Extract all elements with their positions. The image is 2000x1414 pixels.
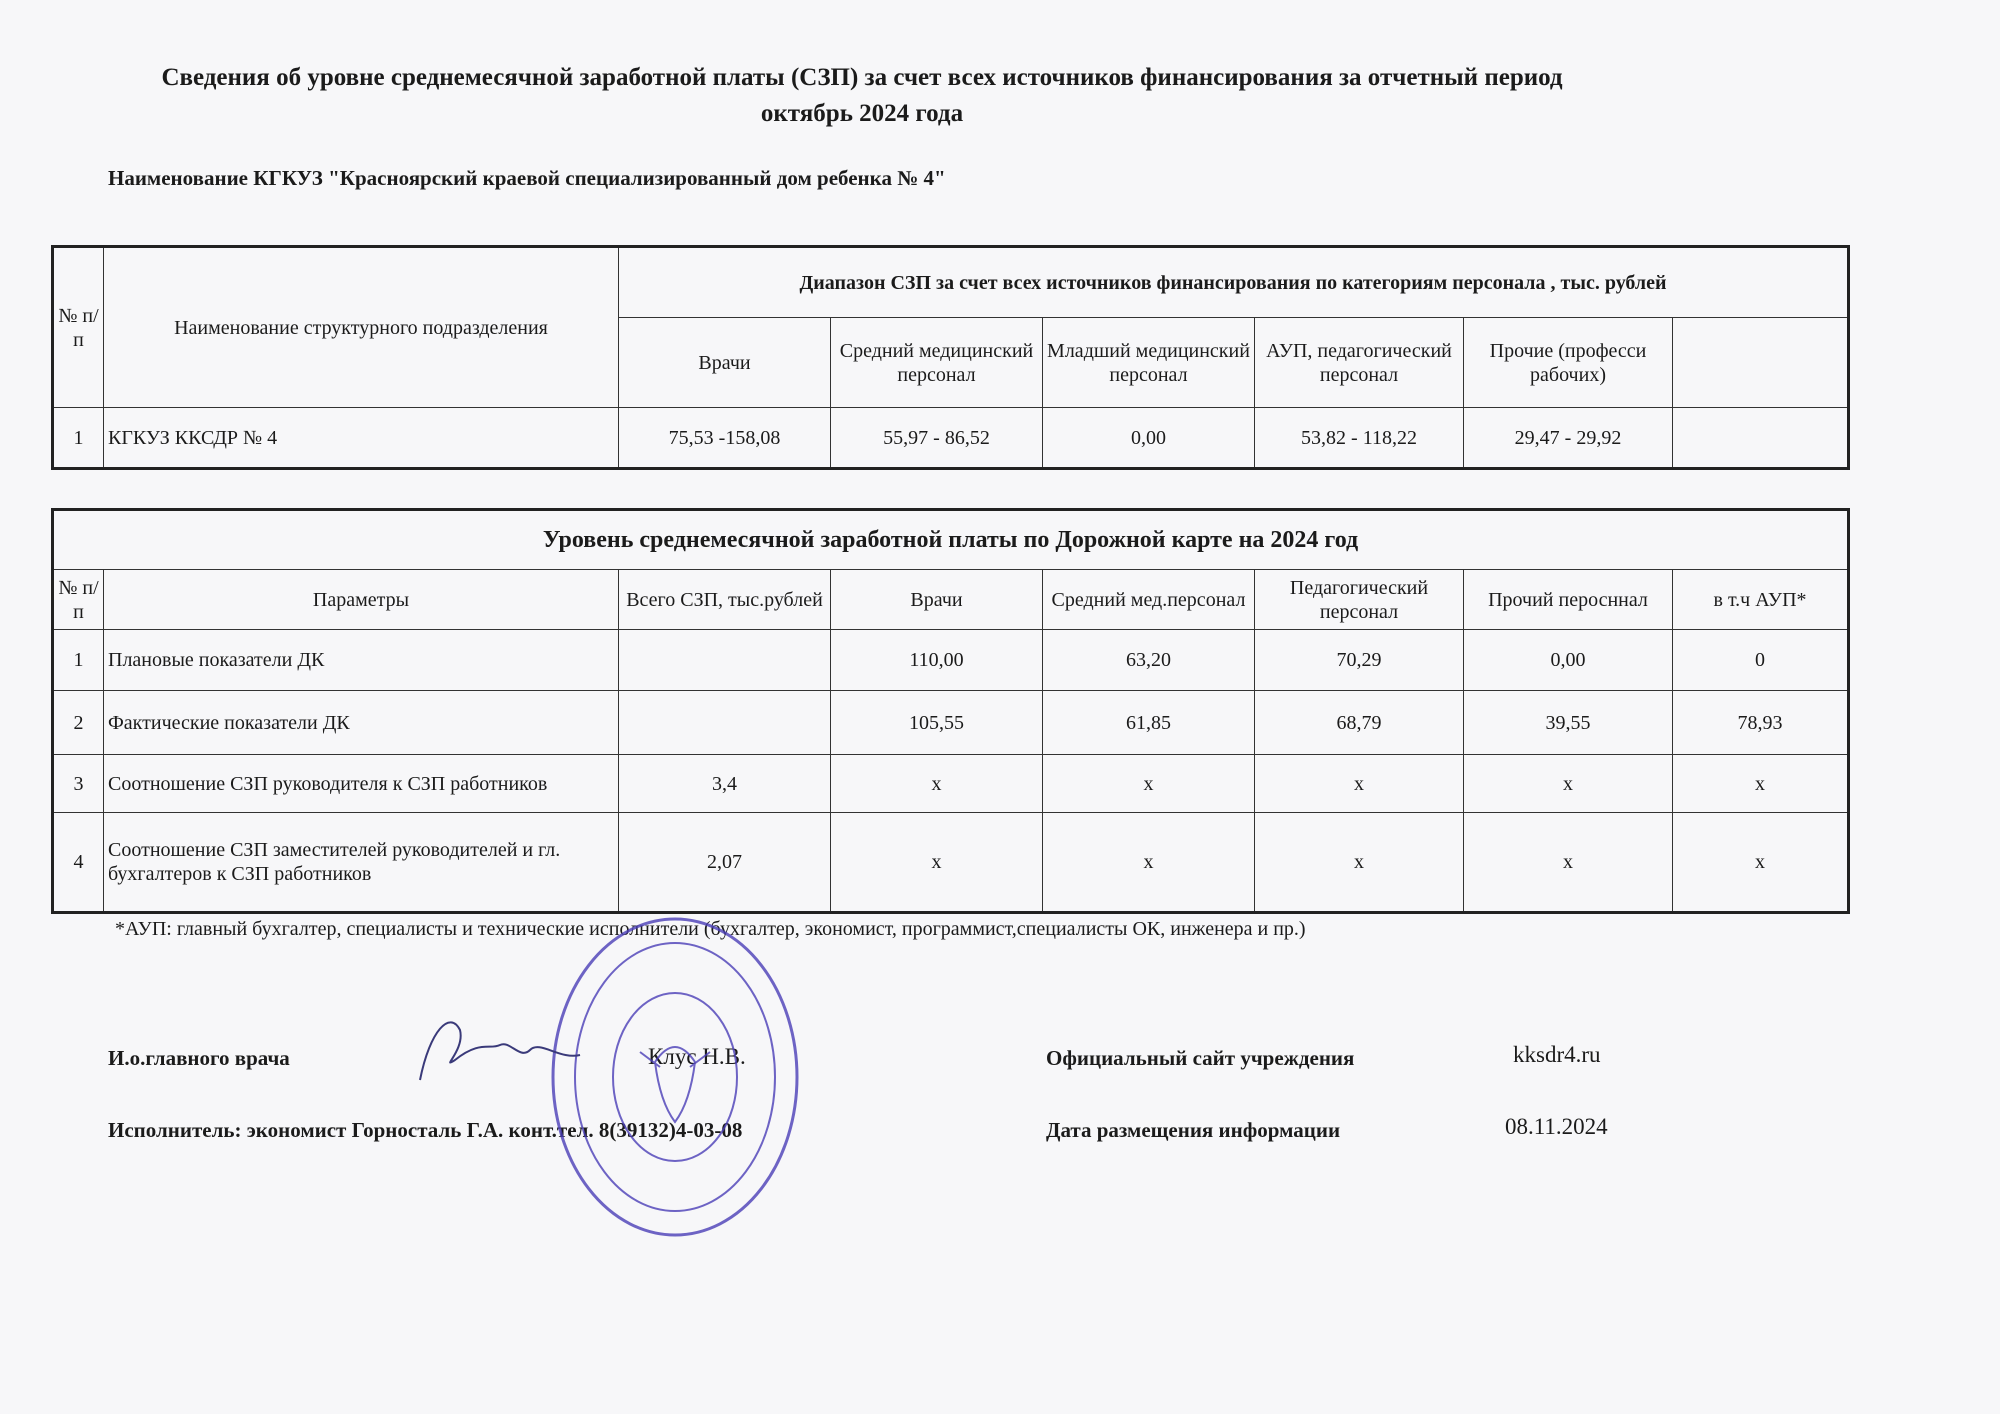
cell: 0 [1671,629,1850,691]
table-row: 1 Плановые показатели ДК 110,00 63,20 70… [52,629,1850,691]
cell: х [1254,754,1464,813]
cell: х [830,754,1043,813]
cell: 0,00 [1042,407,1255,469]
row-num: 1 [52,407,104,469]
header-col [1671,317,1850,408]
cell: 68,79 [1254,690,1464,755]
table-row: 2 Фактические показатели ДК 105,55 61,85… [52,690,1850,755]
cell: 2,07 [618,812,831,913]
row-name: КГКУЗ ККСДР № 4 [103,407,619,469]
cell [618,629,831,691]
cell: 0,00 [1463,629,1673,691]
header-col: в т.ч АУП* [1671,569,1850,630]
table-row: 1 КГКУЗ ККСДР № 4 75,53 -158,08 55,97 - … [52,407,1850,469]
header-col: Врачи [830,569,1043,630]
cell: х [1671,754,1850,813]
header-col: № п/п [52,569,104,630]
signature-mark [419,1021,581,1081]
cell: 55,97 - 86,52 [830,407,1043,469]
cell: 105,55 [830,690,1043,755]
row-name: Соотношение СЗП руководителя к СЗП работ… [103,754,619,813]
footnote: *АУП: главный бухгалтер, специалисты и т… [115,918,1306,940]
header-col: Средний мед.персонал [1042,569,1255,630]
cell [618,690,831,755]
header-col: Младший медицинский персонал [1042,317,1255,408]
site-link[interactable]: kksdr4.ru [1513,1042,1601,1067]
cell: х [1042,754,1255,813]
row-num: 4 [52,812,104,913]
organization-name: Наименование КГКУЗ "Красноярский краевой… [108,166,946,190]
table-row: 4 Соотношение СЗП заместителей руководит… [52,812,1850,913]
header-col: Прочий перосннал [1463,569,1673,630]
header-group: Диапазон СЗП за счет всех источников фин… [617,246,1850,318]
cell: х [1254,812,1464,913]
table-row: 3 Соотношение СЗП руководителя к СЗП раб… [52,754,1850,813]
cell: 61,85 [1042,690,1255,755]
head-label: И.о.главного врача [108,1046,290,1070]
cell: 75,53 -158,08 [618,407,831,469]
date-label: Дата размещения информации [1046,1118,1341,1142]
row-num: 2 [52,690,104,755]
header-col: Врачи [618,317,831,408]
row-num: 1 [52,629,104,691]
date-value: 08.11.2024 [1505,1114,1608,1139]
header-col: Параметры [103,569,619,630]
site-label: Официальный сайт учреждения [1046,1046,1355,1070]
executor: Исполнитель: экономист Горносталь Г.А. к… [108,1118,743,1142]
cell: 3,4 [618,754,831,813]
cell: х [1463,754,1673,813]
head-name: Клус Н.В. [648,1044,746,1069]
cell: 110,00 [830,629,1043,691]
cell: 53,82 - 118,22 [1254,407,1464,469]
header-num: № п/п [52,246,104,408]
cell [1671,407,1850,469]
cell: х [1671,812,1850,913]
cell: 78,93 [1671,690,1850,755]
header-col: АУП, педагогический персонал [1254,317,1464,408]
table2-title: Уровень среднемесячной заработной платы … [51,509,1850,570]
official-stamp [551,917,799,1237]
row-num: 3 [52,754,104,813]
road-map-table: Уровень среднемесячной заработной платы … [51,508,1851,914]
cell: х [830,812,1043,913]
cell: 29,47 - 29,92 [1463,407,1673,469]
header-col: Средний медицинский персонал [830,317,1043,408]
row-name: Плановые показатели ДК [103,629,619,691]
page-title-line2: октябрь 2024 года [760,100,964,127]
cell: х [1463,812,1673,913]
salary-range-table: № п/п Наименование структурного подразде… [51,245,1851,470]
header-col: Всего СЗП, тыс.рублей [618,569,831,630]
header-col: Прочие (професси рабочих) [1463,317,1673,408]
header-col: Педагогический персонал [1254,569,1464,630]
page-title-line1: Сведения об уровне среднемесячной зарабо… [161,64,1563,91]
cell: 70,29 [1254,629,1464,691]
cell: 39,55 [1463,690,1673,755]
header-name: Наименование структурного подразделения [103,246,619,408]
cell: х [1042,812,1255,913]
cell: 63,20 [1042,629,1255,691]
row-name: Фактические показатели ДК [103,690,619,755]
row-name: Соотношение СЗП заместителей руководител… [103,812,619,913]
